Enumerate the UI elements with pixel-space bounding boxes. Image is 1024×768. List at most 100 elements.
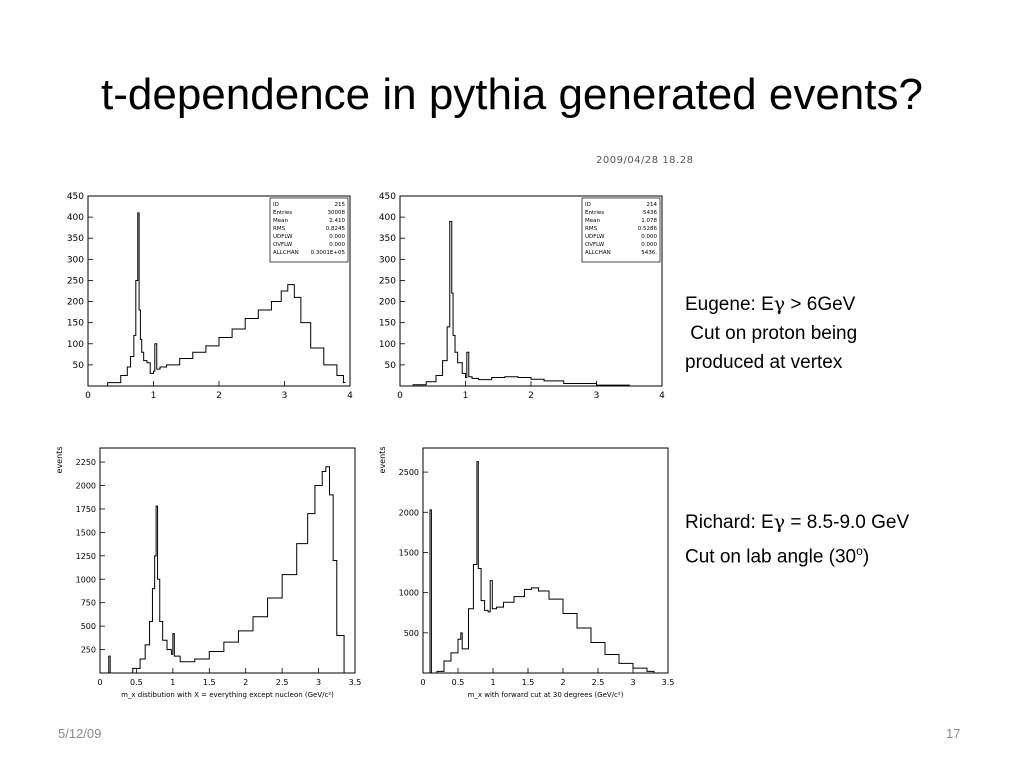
y-tick-label: 350: [379, 234, 396, 244]
x-tick-label: 2: [216, 391, 222, 401]
y-tick-label: 1750: [76, 505, 96, 514]
y-tick-label: 50: [73, 361, 85, 371]
x-tick-label: 2: [243, 678, 248, 687]
plot-frame: [99, 447, 356, 674]
richard-note: Richard: Eγ = 8.5-9.0 GeV Cut on lab ang…: [685, 508, 909, 571]
gamma-symbol: γ: [773, 511, 786, 533]
x-tick-label: 4: [659, 391, 665, 401]
x-tick-label: 1: [490, 678, 495, 687]
y-tick-label: 150: [67, 319, 84, 329]
y-tick-label: 150: [379, 319, 396, 329]
x-tick-label: 0: [85, 391, 91, 401]
gamma-symbol: γ: [773, 293, 786, 315]
stats-label: RMS: [273, 226, 286, 232]
page-number: 17: [946, 726, 961, 741]
x-tick-label: 2: [560, 678, 565, 687]
stats-value: 5436.: [641, 250, 657, 256]
stats-label: OVFLW: [273, 242, 293, 248]
y-axis-label: events: [378, 447, 387, 474]
x-tick-label: 3: [630, 678, 635, 687]
y-tick-label: 1500: [76, 528, 96, 537]
stats-label: UDFLW: [585, 234, 605, 240]
y-tick-label: 750: [81, 599, 96, 608]
y-tick-label: 2250: [76, 458, 96, 467]
stats-label: RMS: [585, 226, 598, 232]
y-tick-label: 500: [404, 629, 419, 638]
y-tick-label: 200: [379, 298, 396, 308]
y-tick-label: 1000: [76, 575, 96, 584]
x-tick-label: 3: [594, 391, 600, 401]
y-tick-label: 100: [379, 340, 396, 350]
stats-value: 5436: [643, 210, 657, 216]
footer-date: 5/12/09: [58, 726, 102, 741]
histogram-bottom-right: 500 1000 1500 2000 2500 0 0.5 1 1.5 2 2.5 3 3.5 m_x w…: [378, 438, 674, 703]
y-tick-label: 300: [67, 255, 84, 265]
histogram-line: [100, 466, 347, 674]
y-tick-label: 1250: [76, 552, 96, 561]
stats-label: UDFLW: [273, 234, 293, 240]
histogram-top-left: 50 100 150 200 250 300 350 400 450 0 1 2 3 4 ID 215 Entr…: [48, 186, 363, 408]
stats-value: 2.410: [329, 218, 345, 224]
x-tick-label: 4: [347, 391, 353, 401]
x-tick-label: 3.5: [349, 678, 362, 687]
richard-line-2: Cut on lab angle (30o): [685, 544, 870, 568]
slide-title: t-dependence in pythia generated events?: [101, 70, 923, 119]
y-tick-label: 2000: [399, 508, 419, 517]
x-tick-label: 1: [463, 391, 469, 401]
stats-label: ID: [585, 202, 591, 208]
stats-value: 0.000: [641, 234, 657, 240]
histogram-svg: 500 1000 1500 2000 2500 0 0.5 1 1.5 2 2.5 3 3.5 m_x w…: [378, 447, 674, 699]
stats-label: Entries: [273, 210, 292, 216]
stats-box: ID 214 Entries 5436 Mean 1.078 RMS 0.5286 UDFLW 0…: [581, 197, 661, 263]
x-tick-label: 2.5: [276, 678, 289, 687]
stats-value: 0.3001E+05: [311, 250, 346, 256]
y-tick-label: 1000: [399, 589, 419, 598]
y-tick-label: 2000: [76, 482, 96, 491]
y-tick-label: 250: [379, 276, 396, 286]
stats-label: ID: [273, 202, 279, 208]
stats-label: ALLCHAN: [273, 250, 299, 256]
stats-value: 0.000: [641, 242, 657, 248]
y-tick-label: 300: [379, 255, 396, 265]
stats-box: ID 215 Entries 30008 Mean 2.410 RMS 0.8245 UDFLW…: [269, 197, 349, 263]
plot-frame: [422, 447, 669, 674]
x-tick-label: 1.5: [522, 678, 535, 687]
y-tick-label: 400: [379, 213, 396, 223]
eugene-line-2: Cut on proton being: [685, 323, 858, 344]
y-tick-label: 100: [67, 340, 84, 350]
stats-value: 30008: [328, 210, 346, 216]
x-tick-label: 0: [97, 678, 102, 687]
stats-value: 0.000: [329, 242, 345, 248]
eugene-note: Eugene: Eγ > 6GeV Cut on proton being pr…: [685, 290, 857, 377]
x-tick-label: 1.5: [203, 678, 216, 687]
stats-label: Entries: [585, 210, 604, 216]
y-axis-label: events: [55, 447, 64, 474]
y-tick-label: 350: [67, 234, 84, 244]
x-tick-label: 2.5: [592, 678, 605, 687]
timestamp: 2009/04/28 18.28: [596, 155, 694, 166]
stats-label: Mean: [273, 218, 288, 224]
y-tick-label: 250: [81, 646, 96, 655]
eugene-line-3: produced at vertex: [685, 352, 843, 373]
y-tick-label: 1500: [399, 548, 419, 557]
stats-value: 1.078: [641, 218, 657, 224]
histogram-svg: 250 500 750 1000 1250 1500 1750 2000 2250 0 0.5 1 1.…: [55, 447, 361, 699]
histogram-bottom-left: 250 500 750 1000 1250 1500 1750 2000 2250 0 0.5 1 1.…: [45, 438, 361, 703]
stats-box-frame: [581, 197, 661, 263]
stats-label: Mean: [585, 218, 600, 224]
x-axis-label: m_x distibution with X = everything exce…: [121, 691, 334, 699]
x-tick-label: 0: [397, 391, 403, 401]
histogram-svg: 50 100 150 200 250 300 350 400 450 0 1 2 3 4 ID 214 Entr…: [379, 192, 665, 401]
x-tick-label: 3: [316, 678, 321, 687]
stats-value: 215: [335, 202, 346, 208]
y-tick-label: 50: [385, 361, 397, 371]
stats-box-frame: [269, 197, 349, 263]
y-tick-label: 500: [81, 622, 96, 631]
x-tick-label: 1: [151, 391, 157, 401]
histogram-top-right: 50 100 150 200 250 300 350 400 450 0 1 2 3 4 ID 214 Entr…: [360, 186, 675, 408]
histogram-line: [423, 461, 656, 674]
eugene-line-1: Eugene: Eγ > 6GeV: [685, 293, 856, 315]
x-tick-label: 0.5: [130, 678, 143, 687]
stats-label: OVFLW: [585, 242, 605, 248]
stats-value: 0.8245: [326, 226, 346, 232]
